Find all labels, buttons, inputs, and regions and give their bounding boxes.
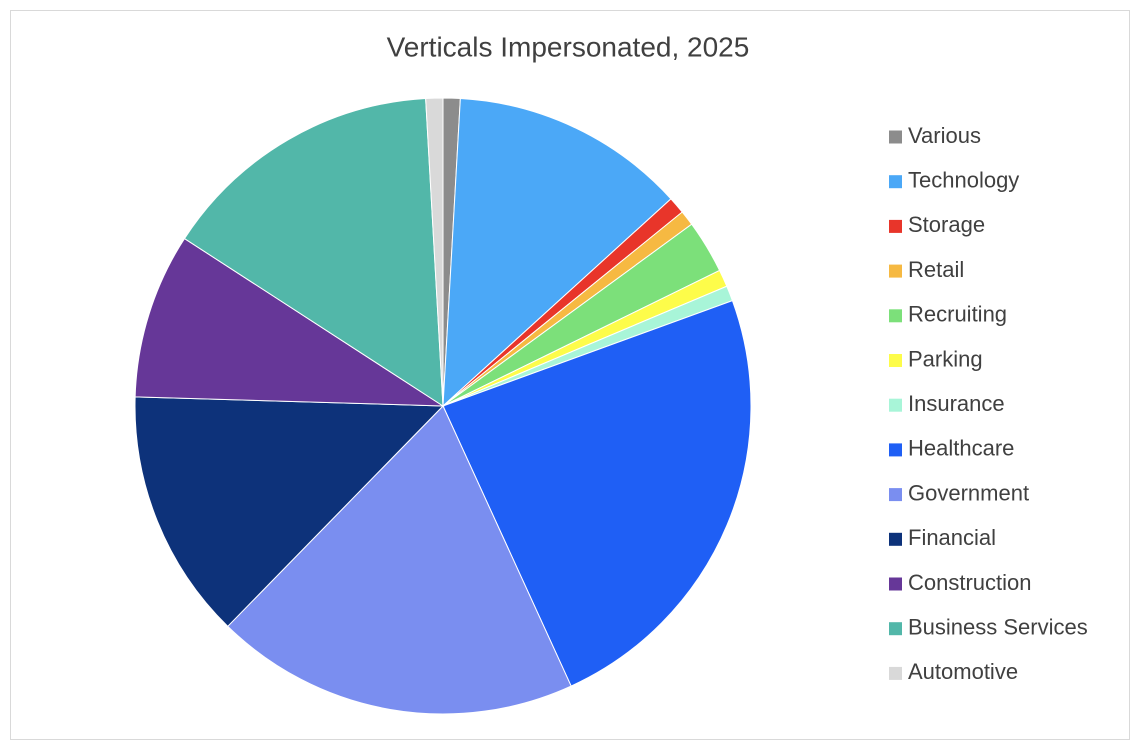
legend-label: Construction — [908, 570, 1032, 595]
legend-swatch — [889, 354, 902, 367]
legend-label: Automotive — [908, 659, 1018, 684]
pie-slice — [425, 97, 444, 407]
legend-swatch — [889, 130, 902, 144]
legend-label: Financial — [908, 525, 996, 550]
legend-swatch — [889, 532, 902, 546]
pie-slice — [442, 299, 752, 687]
legend-swatch — [889, 309, 902, 323]
legend-swatch — [889, 219, 902, 233]
legend-label: Technology — [908, 168, 1019, 193]
pie-slice — [227, 405, 572, 715]
legend-swatch — [889, 666, 902, 680]
legend-label: Parking — [908, 346, 983, 371]
pie-slice — [442, 97, 672, 408]
legend-label: Retail — [908, 257, 964, 282]
legend-swatch — [889, 488, 902, 502]
legend-label: Storage — [908, 212, 985, 237]
legend-label: Government — [908, 480, 1029, 505]
legend-swatch — [889, 398, 902, 412]
pie-slice — [183, 97, 444, 407]
legend-swatch — [889, 443, 902, 457]
pie-slice — [134, 396, 445, 628]
legend-swatch — [889, 622, 902, 636]
legend-swatch — [889, 577, 902, 591]
chart-title: Verticals Impersonated, 2025 — [387, 31, 750, 62]
legend-swatch — [889, 264, 902, 278]
pie-slice — [134, 237, 445, 407]
legend-swatch — [889, 175, 902, 189]
legend-label: Various — [908, 123, 981, 148]
legend-label: Healthcare — [908, 436, 1014, 461]
legend-label: Recruiting — [908, 302, 1007, 327]
legend-label: Insurance — [908, 391, 1005, 416]
legend-label: Business Services — [908, 615, 1088, 640]
